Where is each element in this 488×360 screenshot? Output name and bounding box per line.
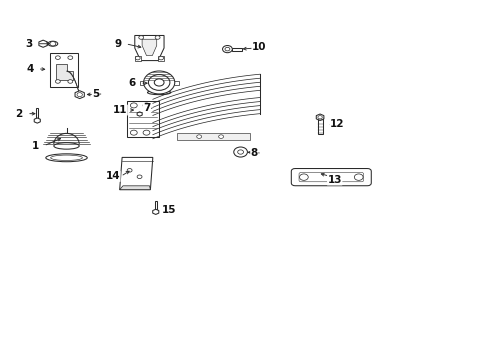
Circle shape (143, 71, 174, 94)
Polygon shape (56, 64, 72, 80)
Circle shape (127, 168, 132, 172)
Circle shape (143, 103, 150, 108)
Circle shape (299, 174, 307, 180)
Circle shape (55, 56, 60, 59)
Text: 8: 8 (250, 148, 257, 158)
Text: 11: 11 (113, 105, 127, 115)
Text: 9: 9 (114, 39, 121, 49)
Polygon shape (158, 55, 163, 60)
Polygon shape (152, 209, 159, 215)
Circle shape (139, 36, 143, 39)
Polygon shape (135, 36, 163, 60)
Polygon shape (142, 39, 157, 55)
Circle shape (354, 174, 363, 180)
Circle shape (155, 36, 160, 39)
Polygon shape (120, 157, 153, 190)
Text: 5: 5 (92, 89, 99, 99)
Text: 15: 15 (162, 206, 176, 216)
Bar (317, 117, 322, 134)
Polygon shape (34, 118, 40, 123)
Polygon shape (75, 91, 84, 99)
Ellipse shape (51, 155, 82, 161)
Polygon shape (173, 81, 178, 85)
FancyBboxPatch shape (291, 168, 370, 186)
Text: 2: 2 (16, 109, 23, 119)
Text: 1: 1 (32, 141, 40, 151)
Polygon shape (137, 112, 142, 116)
Text: 7: 7 (143, 103, 150, 113)
Polygon shape (120, 186, 150, 190)
Bar (139, 103, 141, 114)
Circle shape (154, 79, 163, 86)
Circle shape (130, 130, 137, 135)
Circle shape (317, 116, 322, 119)
Circle shape (68, 80, 73, 83)
Bar (232, 48, 242, 50)
Ellipse shape (48, 41, 58, 46)
Circle shape (233, 147, 247, 157)
Circle shape (222, 45, 232, 53)
Ellipse shape (147, 90, 170, 95)
Text: 4: 4 (26, 64, 34, 74)
Circle shape (237, 150, 243, 154)
Ellipse shape (46, 154, 87, 162)
Text: 6: 6 (128, 78, 136, 88)
Circle shape (218, 135, 223, 138)
Circle shape (68, 56, 73, 59)
Text: 13: 13 (327, 175, 341, 185)
Circle shape (148, 75, 169, 90)
FancyBboxPatch shape (299, 172, 363, 182)
Circle shape (130, 103, 137, 108)
Circle shape (137, 175, 142, 179)
Circle shape (158, 56, 163, 60)
Circle shape (55, 80, 60, 83)
Text: 14: 14 (105, 171, 120, 181)
Polygon shape (50, 53, 78, 87)
Text: 3: 3 (25, 39, 33, 49)
Polygon shape (135, 55, 141, 60)
Polygon shape (177, 134, 250, 140)
Polygon shape (140, 81, 144, 85)
Bar (154, 201, 157, 212)
Text: 12: 12 (329, 120, 344, 129)
Circle shape (143, 130, 150, 135)
Bar (36, 108, 39, 120)
Polygon shape (127, 101, 159, 137)
Circle shape (224, 47, 229, 51)
Circle shape (50, 41, 56, 46)
Circle shape (135, 56, 140, 60)
Ellipse shape (54, 143, 79, 149)
Text: 10: 10 (251, 42, 266, 52)
Polygon shape (316, 114, 323, 121)
Circle shape (196, 135, 201, 138)
Circle shape (77, 93, 82, 96)
Polygon shape (39, 40, 47, 47)
